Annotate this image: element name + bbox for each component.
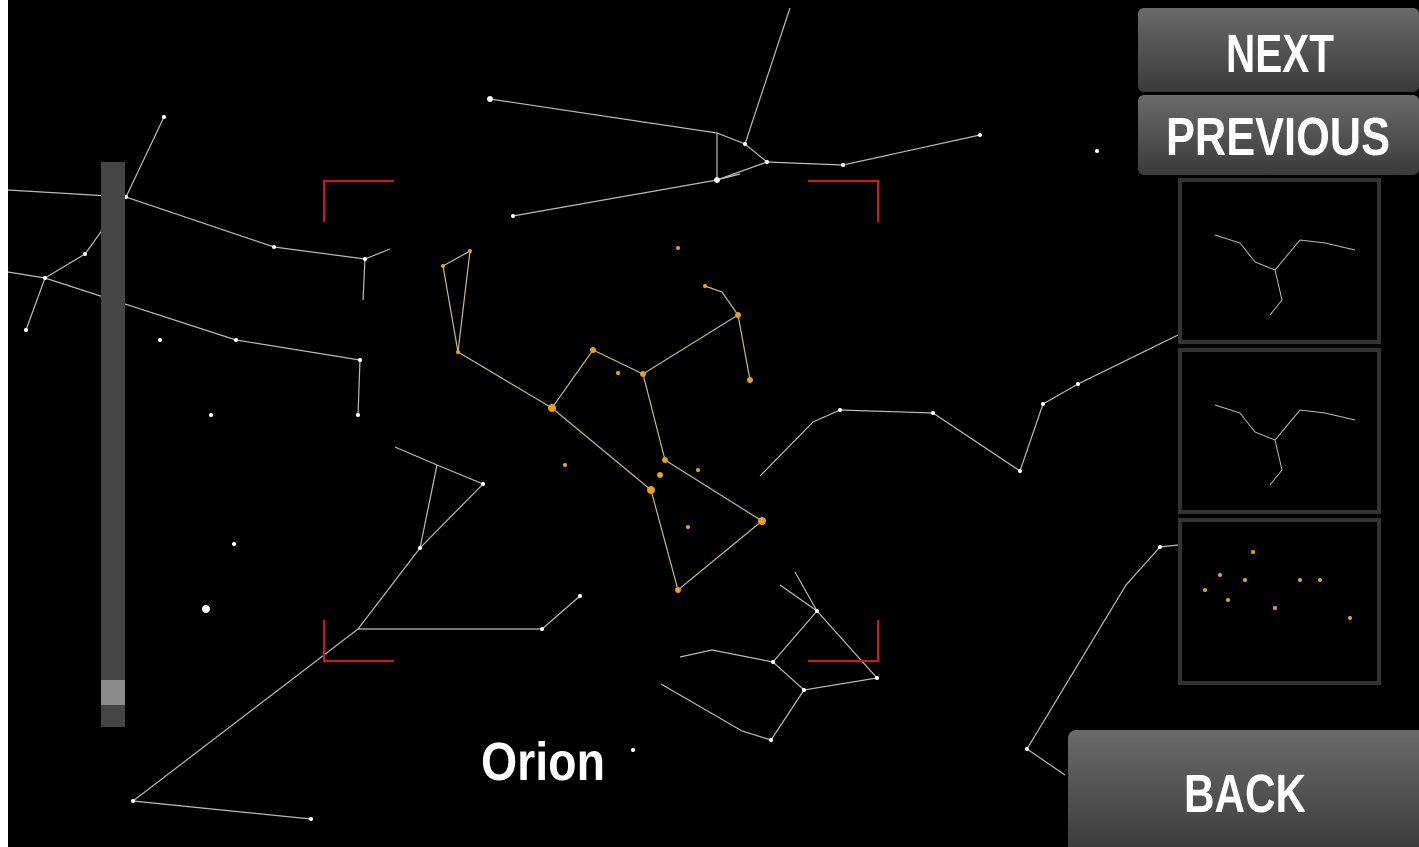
thumbnail[interactable] bbox=[1178, 348, 1381, 514]
thumb-lines bbox=[1269, 269, 1283, 316]
zoom-slider[interactable] bbox=[101, 162, 125, 727]
edge bbox=[0, 0, 8, 847]
back-button[interactable]: BACK bbox=[1068, 730, 1419, 847]
thumb-lines bbox=[1269, 439, 1283, 486]
target-frame bbox=[323, 180, 879, 662]
button-label[interactable]: BACK bbox=[1184, 764, 1306, 824]
thumbnail[interactable] bbox=[1178, 178, 1381, 344]
button-bg[interactable] bbox=[1068, 730, 1419, 847]
constellation-name: Orion bbox=[481, 732, 605, 792]
button-bg[interactable] bbox=[1138, 95, 1419, 175]
thumb-stars bbox=[1203, 550, 1352, 620]
thumbnails bbox=[1178, 178, 1381, 685]
slider-thumb[interactable] bbox=[101, 680, 125, 705]
slider-track[interactable] bbox=[101, 162, 125, 727]
orion-stars bbox=[441, 246, 766, 593]
stars bbox=[24, 96, 1162, 821]
previous-button[interactable]: PREVIOUS bbox=[1138, 95, 1419, 175]
next-button[interactable]: NEXT bbox=[1138, 8, 1419, 92]
button-label[interactable]: PREVIOUS bbox=[1166, 107, 1390, 167]
button-label[interactable]: NEXT bbox=[1226, 24, 1334, 84]
button-bg[interactable] bbox=[1138, 8, 1419, 92]
thumbnail[interactable] bbox=[1178, 518, 1381, 685]
